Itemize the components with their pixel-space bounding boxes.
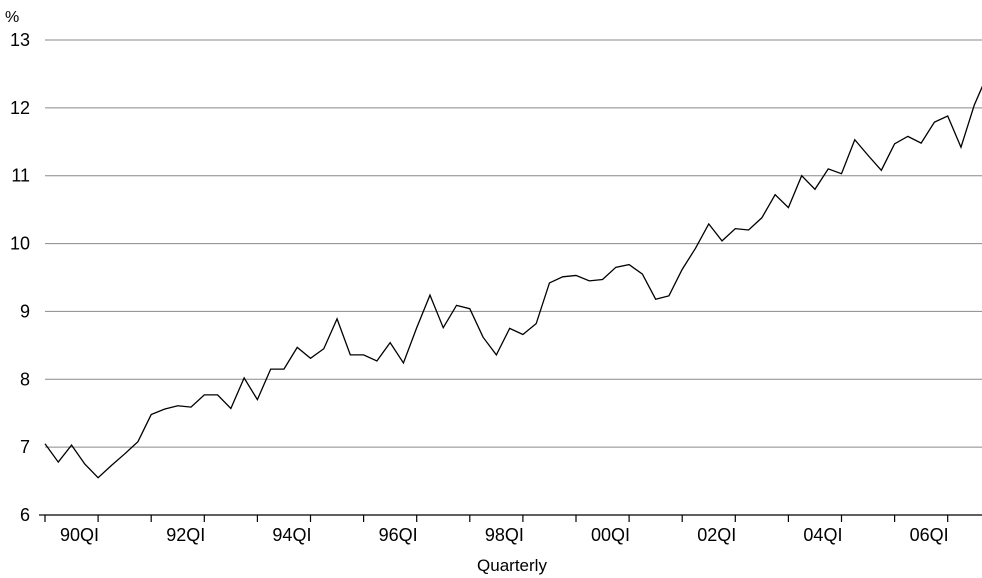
x-tick-label: 04QI bbox=[803, 525, 842, 545]
x-axis-tick-labels: 90QI 92QI 94QI 96QI 98QI 00QI 02QI 04QI 06QI bbox=[60, 525, 949, 545]
x-axis-title: Quarterly bbox=[477, 556, 547, 575]
y-axis-tick-labels: 6 7 8 9 10 11 12 13 bbox=[10, 30, 30, 525]
y-tick-label: 9 bbox=[20, 301, 30, 321]
x-tick-label: 02QI bbox=[697, 525, 736, 545]
y-tick-label: 12 bbox=[10, 98, 30, 118]
y-tick-label: 13 bbox=[10, 30, 30, 50]
x-tick-label: 92QI bbox=[166, 525, 205, 545]
y-tick-label: 11 bbox=[11, 166, 30, 186]
y-tick-label: 7 bbox=[20, 437, 30, 457]
y-tick-label: 6 bbox=[20, 505, 30, 525]
x-tick-label: 98QI bbox=[485, 525, 524, 545]
y-axis-unit-label: % bbox=[5, 9, 19, 26]
x-tick-label: 96QI bbox=[379, 525, 418, 545]
x-tick-label: 90QI bbox=[60, 525, 99, 545]
y-tick-label: 8 bbox=[20, 369, 30, 389]
series-line bbox=[44, 85, 982, 479]
y-tick-label: 10 bbox=[10, 234, 30, 254]
x-tick-label: 94QI bbox=[272, 525, 311, 545]
gridlines bbox=[45, 39, 982, 448]
x-tick-label: 00QI bbox=[591, 525, 630, 545]
series-layer bbox=[44, 85, 982, 479]
x-axis bbox=[39, 514, 982, 522]
x-tick-label: 06QI bbox=[910, 525, 949, 545]
